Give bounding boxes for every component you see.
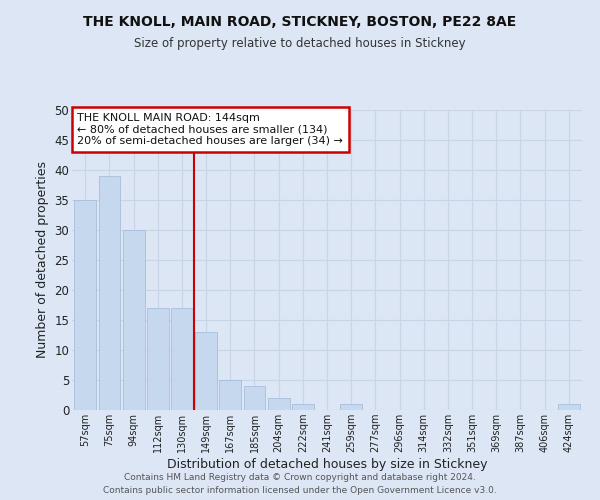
- Bar: [340, 404, 362, 410]
- Text: Size of property relative to detached houses in Stickney: Size of property relative to detached ho…: [134, 38, 466, 51]
- Bar: [558, 404, 580, 410]
- Bar: [147, 308, 169, 410]
- X-axis label: Distribution of detached houses by size in Stickney: Distribution of detached houses by size …: [167, 458, 487, 471]
- Bar: [244, 386, 265, 410]
- Bar: [195, 332, 217, 410]
- Bar: [268, 398, 290, 410]
- Text: Contains public sector information licensed under the Open Government Licence v3: Contains public sector information licen…: [103, 486, 497, 495]
- Bar: [171, 308, 193, 410]
- Bar: [220, 380, 241, 410]
- Text: Contains HM Land Registry data © Crown copyright and database right 2024.: Contains HM Land Registry data © Crown c…: [124, 472, 476, 482]
- Bar: [292, 404, 314, 410]
- Bar: [123, 230, 145, 410]
- Bar: [74, 200, 96, 410]
- Bar: [98, 176, 121, 410]
- Text: THE KNOLL MAIN ROAD: 144sqm
← 80% of detached houses are smaller (134)
20% of se: THE KNOLL MAIN ROAD: 144sqm ← 80% of det…: [77, 113, 343, 146]
- Y-axis label: Number of detached properties: Number of detached properties: [36, 162, 49, 358]
- Text: THE KNOLL, MAIN ROAD, STICKNEY, BOSTON, PE22 8AE: THE KNOLL, MAIN ROAD, STICKNEY, BOSTON, …: [83, 15, 517, 29]
